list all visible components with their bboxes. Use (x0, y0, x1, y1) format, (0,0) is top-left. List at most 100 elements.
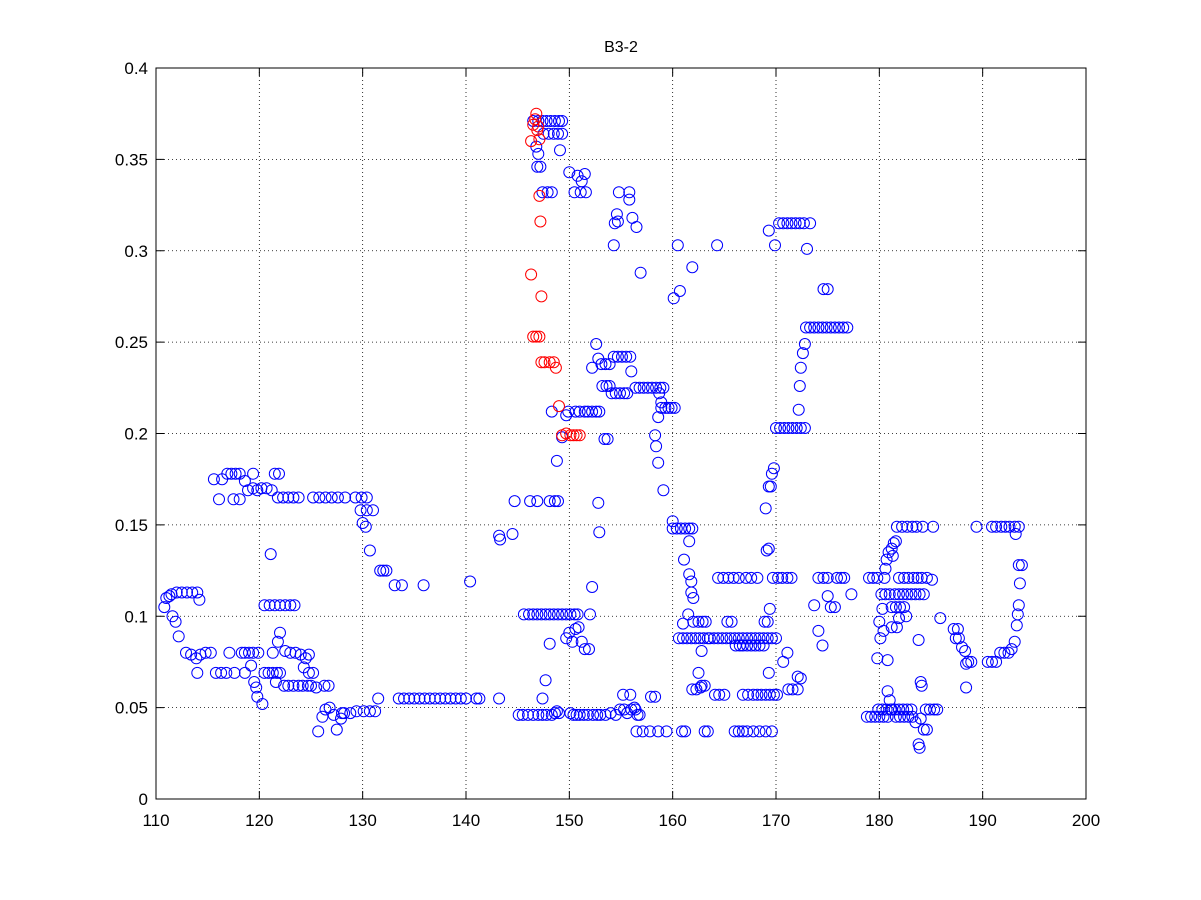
data-point (323, 701, 336, 714)
data-point (534, 160, 547, 173)
data-point (548, 115, 561, 127)
data-point (388, 579, 401, 592)
data-point (624, 688, 637, 701)
data-point (288, 599, 301, 612)
data-point (683, 535, 696, 548)
data-point (631, 708, 644, 721)
data-point (494, 533, 507, 546)
data-point (540, 115, 553, 127)
data-point (336, 707, 348, 720)
data-point (747, 725, 760, 738)
data-point (703, 632, 716, 645)
data-point (692, 666, 705, 679)
data-point (554, 144, 566, 157)
data-point (603, 380, 616, 392)
data-point (917, 588, 930, 601)
data-point (677, 632, 689, 645)
data-point (611, 350, 624, 363)
data-point (593, 405, 606, 418)
data-point (878, 571, 891, 584)
data-point (722, 571, 735, 584)
data-point (711, 239, 724, 252)
data-point (506, 528, 519, 540)
data-point (793, 217, 806, 230)
data-point (302, 648, 315, 661)
data-point (363, 544, 376, 557)
data-point (699, 615, 712, 628)
data-point (769, 239, 781, 252)
data-point (749, 632, 762, 645)
data-point (553, 400, 565, 413)
data-point (395, 579, 408, 592)
data-point (727, 571, 740, 584)
data-point (928, 703, 941, 716)
data-point (741, 639, 754, 652)
data-point (621, 387, 634, 400)
data-point (1005, 643, 1018, 656)
data-point (753, 632, 766, 645)
data-point (225, 467, 238, 480)
data-point (552, 495, 564, 508)
data-point (999, 520, 1012, 533)
data-point (673, 285, 686, 297)
data-point (312, 725, 325, 738)
data-point (718, 688, 731, 701)
data-point (800, 321, 812, 334)
data-point (931, 703, 944, 716)
data-point (761, 632, 774, 645)
data-point (413, 692, 426, 705)
data-point (757, 639, 770, 652)
data-point (587, 708, 600, 721)
data-point (350, 705, 363, 718)
data-point (753, 725, 766, 738)
data-point (223, 646, 236, 659)
grid-lines (156, 68, 1086, 799)
data-point (169, 615, 182, 628)
data-point (605, 387, 618, 400)
data-point (313, 491, 326, 504)
data-point (970, 520, 983, 533)
data-point (199, 646, 212, 659)
data-point (620, 350, 633, 363)
data-point (692, 615, 705, 628)
data-point (962, 655, 975, 668)
data-point (885, 703, 898, 716)
data-point (628, 701, 641, 714)
data-point (1008, 635, 1021, 648)
data-point (808, 321, 821, 334)
data-point (417, 579, 430, 592)
data-point (821, 571, 834, 584)
data-point (408, 692, 421, 705)
data-point (782, 683, 795, 696)
data-point (885, 601, 898, 614)
data-point (292, 491, 305, 504)
data-point (776, 571, 789, 584)
data-point (755, 688, 768, 701)
data-point (586, 405, 599, 418)
data-point (759, 502, 772, 515)
data-point (325, 491, 338, 504)
data-point (872, 703, 885, 716)
data-point (670, 522, 683, 535)
data-point (782, 422, 795, 434)
data-point (538, 356, 551, 369)
data-point (880, 703, 893, 716)
data-point (698, 679, 711, 692)
data-point (676, 725, 688, 738)
data-point (540, 708, 553, 721)
data-point (728, 725, 741, 738)
data-point (886, 549, 899, 562)
data-point (641, 381, 654, 394)
data-point (539, 674, 552, 687)
data-point (650, 440, 663, 453)
data-point (906, 520, 919, 533)
data-point (758, 615, 771, 628)
data-point (322, 679, 335, 692)
data-point (949, 632, 962, 645)
data-point (770, 632, 782, 645)
data-point (418, 692, 431, 705)
data-point (258, 599, 271, 612)
data-point (245, 659, 258, 672)
data-point (804, 217, 817, 230)
data-point (444, 692, 457, 705)
